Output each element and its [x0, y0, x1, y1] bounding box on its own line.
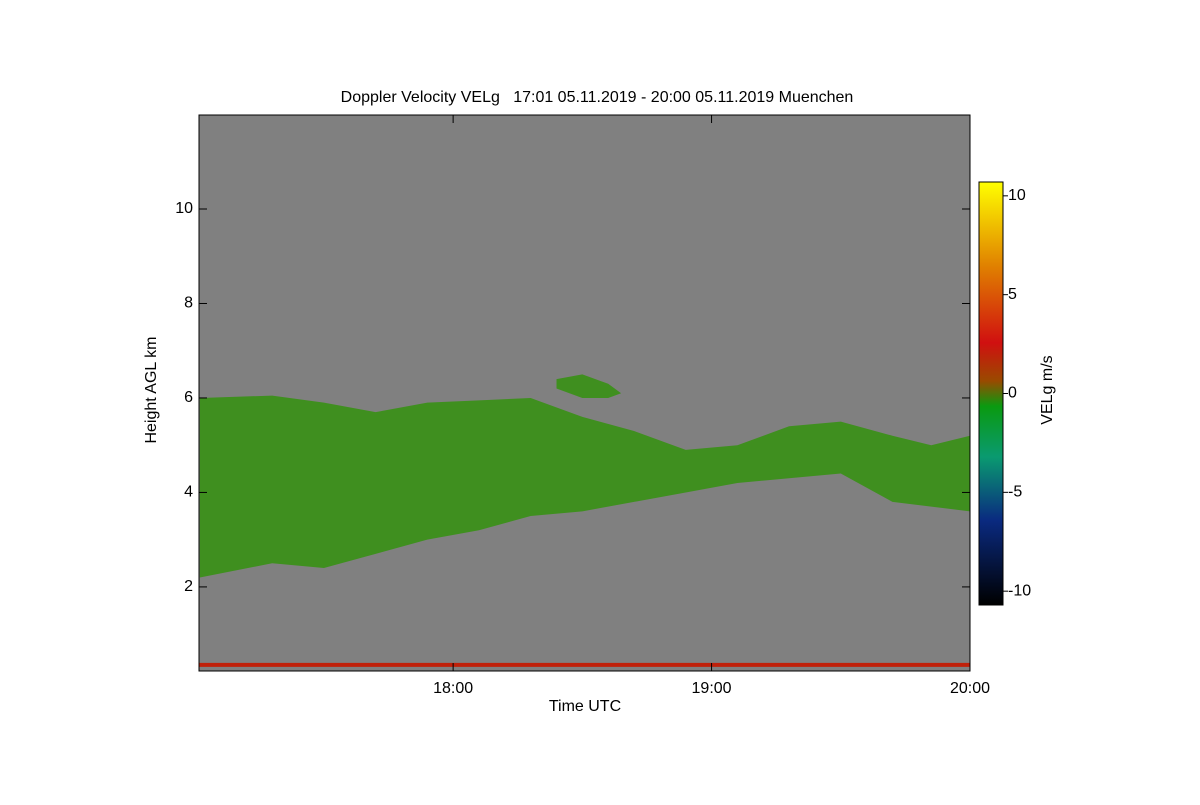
plot-frame — [198, 114, 971, 672]
colorbar — [978, 181, 1004, 606]
echo-region — [556, 374, 622, 398]
x-axis-label: Time UTC — [549, 698, 621, 715]
y-axis-label: Height AGL km — [143, 336, 160, 443]
x-tick-label: 18:00 — [433, 680, 473, 697]
chart-title: Doppler Velocity VELg 17:01 05.11.2019 -… — [341, 89, 854, 106]
x-tick-label: 19:00 — [692, 680, 732, 697]
y-tick-label: 8 — [184, 295, 193, 312]
colorbar-label: VELg m/s — [1039, 355, 1056, 424]
colorbar-tick-label: -5 — [1008, 484, 1022, 501]
colorbar-tick-label: 0 — [1008, 385, 1017, 402]
colorbar-tick-label: -10 — [1008, 582, 1031, 599]
colorbar-tick-label: 5 — [1008, 286, 1017, 303]
colorbar-tick-label: 10 — [1008, 187, 1026, 204]
y-tick-label: 6 — [184, 389, 193, 406]
y-tick-label: 4 — [184, 484, 193, 501]
y-tick-label: 2 — [184, 578, 193, 595]
echo-region — [199, 395, 970, 578]
x-tick-label: 20:00 — [950, 680, 990, 697]
y-tick-label: 10 — [175, 200, 193, 217]
